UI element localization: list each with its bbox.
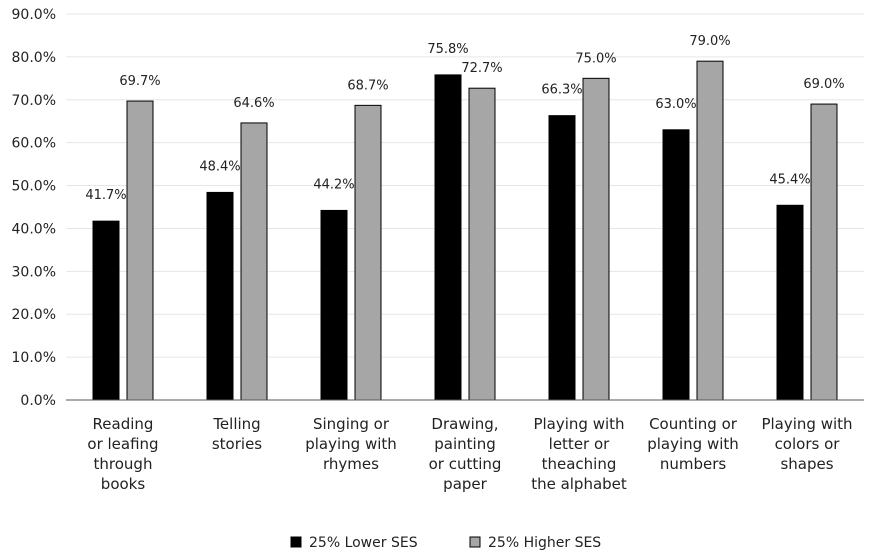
x-axis-categories: Reading or leafing through books Telling stor… <box>87 415 852 493</box>
bar-higher-ses <box>582 77 610 401</box>
data-label: 63.0% <box>655 97 696 112</box>
data-label: 75.0% <box>575 51 616 66</box>
category-label: Reading or leafing through books <box>87 415 158 493</box>
bars <box>92 60 838 401</box>
bar-higher-ses <box>468 87 496 401</box>
data-label: 64.6% <box>233 96 274 111</box>
bar-lower-ses <box>434 74 462 401</box>
y-tick-label: 20.0% <box>12 307 56 323</box>
data-label: 69.7% <box>119 74 160 89</box>
y-tick-label: 10.0% <box>12 350 56 366</box>
bar-higher-ses <box>126 100 154 401</box>
bar-lower-ses <box>548 115 576 401</box>
data-label: 45.4% <box>769 172 810 187</box>
y-tick-label: 30.0% <box>12 264 56 280</box>
bar-lower-ses <box>320 209 348 401</box>
y-tick-label: 50.0% <box>12 179 56 195</box>
category-label: Playing with colors or shapes <box>761 415 852 473</box>
y-tick-label: 80.0% <box>12 50 56 66</box>
data-label: 44.2% <box>313 177 354 192</box>
y-tick-label: 0.0% <box>20 393 56 409</box>
category-label: Counting or playing with numbers <box>647 415 739 473</box>
legend: 25% Lower SES 25% Higher SES <box>290 535 601 551</box>
category-label: Drawing, painting or cutting paper <box>429 415 502 493</box>
bar-lower-ses <box>662 129 690 401</box>
category-label: Singing or playing with rhymes <box>305 415 397 473</box>
data-label: 72.7% <box>461 61 502 76</box>
legend-swatch <box>290 536 302 548</box>
data-label: 48.4% <box>199 159 240 174</box>
bar-higher-ses <box>240 122 268 401</box>
gridlines <box>66 13 864 358</box>
data-label: 69.0% <box>803 77 844 92</box>
y-tick-label: 40.0% <box>12 221 56 237</box>
legend-label: 25% Lower SES <box>309 535 418 551</box>
data-label: 68.7% <box>347 78 388 93</box>
data-label: 79.0% <box>689 34 730 49</box>
bar-higher-ses <box>696 60 724 401</box>
bar-lower-ses <box>92 220 120 401</box>
y-axis-ticks: 0.0% 10.0% 20.0% 30.0% 40.0% 50.0% 60.0% 70.0% 8… <box>12 7 56 409</box>
data-label: 75.8% <box>427 42 468 57</box>
data-label: 41.7% <box>85 188 126 203</box>
bar-lower-ses <box>206 191 234 401</box>
data-label: 66.3% <box>541 83 582 98</box>
bar-higher-ses <box>810 103 838 401</box>
legend-swatch <box>469 536 481 548</box>
legend-label: 25% Higher SES <box>488 535 601 551</box>
bar-higher-ses <box>354 104 382 401</box>
y-tick-label: 90.0% <box>12 7 56 23</box>
y-tick-label: 60.0% <box>12 136 56 152</box>
y-tick-label: 70.0% <box>12 93 56 109</box>
data-labels: 41.7% 69.7% 48.4% 64.6% 44.2% 68.7% 75.8% 72.7%… <box>85 34 844 203</box>
category-label: Playing with letter or theaching the alphab… <box>531 415 627 493</box>
category-label: Telling stories <box>212 415 262 453</box>
bar-lower-ses <box>776 204 804 401</box>
